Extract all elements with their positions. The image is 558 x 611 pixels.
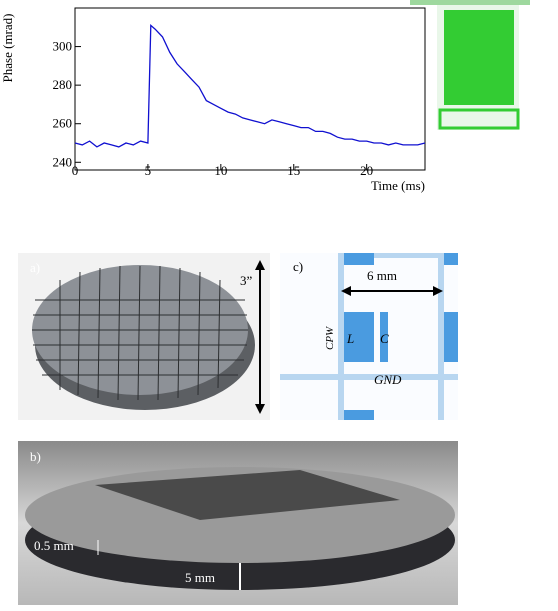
- panel-label: c): [293, 259, 303, 274]
- width-label: 6 mm: [367, 268, 397, 283]
- y-tick-label: 280: [53, 77, 73, 92]
- layout-thumbnail: [410, 0, 530, 130]
- thickness-label: 0.5 mm: [34, 538, 74, 553]
- x-tick-label: 5: [145, 163, 152, 178]
- x-tick-label: 15: [287, 163, 300, 178]
- panel-label: b): [30, 449, 41, 464]
- x-tick-label: 0: [72, 163, 79, 178]
- y-tick-label: 300: [53, 39, 73, 54]
- x-axis-label: Time (ms): [371, 178, 425, 193]
- data-line: [74, 24, 426, 148]
- y-tick-label: 260: [53, 116, 73, 131]
- panel-a: a) 3”: [18, 253, 270, 420]
- x-tick-label: 20: [360, 163, 373, 178]
- height-label: 5 mm: [185, 570, 215, 585]
- x-tick-label: 10: [214, 163, 227, 178]
- size-label: 3”: [240, 273, 253, 288]
- panel-b: b) 0.5 mm 5 mm: [18, 441, 458, 605]
- capacitor-label: C: [380, 331, 389, 346]
- inductor-label: L: [346, 331, 354, 346]
- chart: Phase (mrad) Time (ms) 0 5 10 15 20 240 260 280…: [0, 7, 426, 193]
- ground-label: GND: [374, 372, 402, 387]
- line-label: CPW: [324, 326, 336, 350]
- y-tick-label: 240: [53, 154, 73, 169]
- panel-c: c) 6 mm L C CPW GND: [280, 253, 458, 420]
- y-axis-label: Phase (mrad): [0, 14, 15, 83]
- plot-frame: [74, 7, 426, 171]
- panel-label: a): [30, 260, 40, 275]
